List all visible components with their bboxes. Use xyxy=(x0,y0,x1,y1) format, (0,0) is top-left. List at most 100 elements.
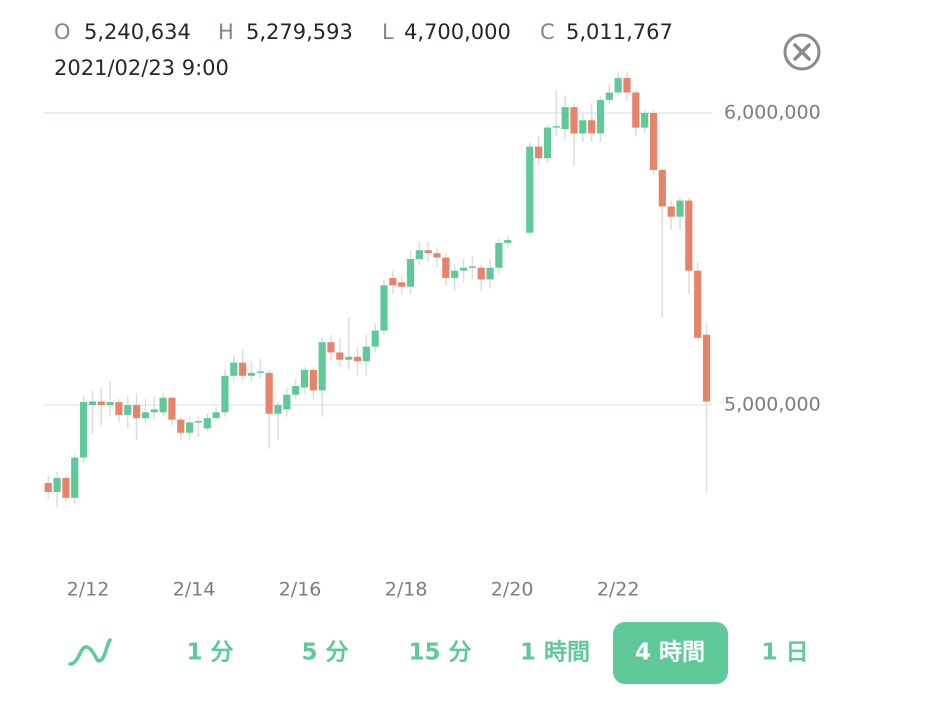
candle-body xyxy=(694,270,702,338)
candle-body xyxy=(168,397,176,420)
timeframe-button-selected[interactable] xyxy=(613,622,728,684)
candle-body xyxy=(71,457,79,498)
candle-body xyxy=(579,120,587,134)
candle-body xyxy=(124,405,132,415)
candle-body xyxy=(97,401,105,405)
candle-body xyxy=(318,342,326,391)
candle-body xyxy=(570,107,578,134)
candle-body xyxy=(526,146,534,233)
candle-body xyxy=(477,267,485,280)
candle-body xyxy=(451,270,459,278)
candle-body xyxy=(623,77,631,93)
x-tick-label: 2/16 xyxy=(279,579,322,601)
candle-body xyxy=(649,113,658,170)
timeframe-button[interactable]: 4 時間 xyxy=(635,640,705,666)
candle-body xyxy=(406,259,415,287)
candle-body xyxy=(676,200,684,217)
candle-body xyxy=(283,394,291,410)
x-tick-label: 2/18 xyxy=(385,579,428,601)
candle-body xyxy=(150,409,158,413)
candle-body xyxy=(486,267,494,280)
candle-body xyxy=(415,250,423,259)
open-label: O xyxy=(54,20,71,44)
close-circle xyxy=(783,33,821,71)
candle-body xyxy=(106,402,114,405)
candle-body xyxy=(596,99,605,134)
candle-body xyxy=(44,482,52,493)
candle-body xyxy=(292,386,300,395)
candle-body xyxy=(309,369,317,391)
x-tick-label: 2/12 xyxy=(67,579,110,601)
candle-body xyxy=(115,402,123,415)
candle-body xyxy=(459,267,468,271)
timeframe-button[interactable]: 1 日 xyxy=(761,640,808,666)
candle-body xyxy=(239,362,247,376)
candle-body xyxy=(398,282,406,287)
candle-body xyxy=(535,146,543,159)
x-tick-label: 2/14 xyxy=(173,579,216,601)
candle-body xyxy=(327,342,335,353)
x-tick-label: 2/20 xyxy=(491,579,534,601)
candle-body xyxy=(702,334,711,402)
open-value: 5,240,634 xyxy=(84,20,191,44)
candle-body xyxy=(53,478,61,493)
candle-body xyxy=(62,478,70,498)
low-value: 4,700,000 xyxy=(404,20,511,44)
candle-body xyxy=(186,422,194,433)
candle-body xyxy=(614,77,622,93)
candle-body xyxy=(561,107,569,130)
candle-body xyxy=(212,412,220,419)
low-label: L xyxy=(382,20,394,44)
timeframe-button[interactable]: 1 時間 xyxy=(520,640,590,666)
candle-body xyxy=(80,402,88,458)
y-tick-label: 5,000,000 xyxy=(724,394,821,416)
timeframe-button[interactable]: 1 分 xyxy=(186,640,233,666)
chart-mode-icon[interactable] xyxy=(68,638,112,666)
candle-body xyxy=(88,401,97,405)
candle-body xyxy=(230,362,238,376)
candle-body xyxy=(605,92,613,100)
candle-body xyxy=(194,421,203,423)
candle-body xyxy=(588,120,596,134)
timeframe-button[interactable]: 15 分 xyxy=(408,640,471,666)
high-value: 5,279,593 xyxy=(246,20,353,44)
candle-body xyxy=(247,372,256,376)
candle-body xyxy=(256,371,264,373)
candle-body xyxy=(552,126,560,128)
x-tick-label: 2/22 xyxy=(597,579,640,601)
candle-body xyxy=(274,405,282,414)
candle-body xyxy=(468,266,476,268)
candle-body xyxy=(685,200,693,271)
candle-body xyxy=(632,92,640,128)
candle-body xyxy=(380,285,388,331)
candle-body xyxy=(504,240,512,243)
candle-body xyxy=(300,369,309,388)
y-tick-label: 6,000,000 xyxy=(724,102,821,124)
candle-body xyxy=(345,356,353,360)
candle-body xyxy=(389,277,397,286)
candle-body xyxy=(543,127,552,159)
candle-body xyxy=(133,405,141,419)
candle-body xyxy=(641,113,649,128)
candle-body xyxy=(362,346,370,362)
candle-body xyxy=(495,242,503,268)
candle-body xyxy=(424,250,432,254)
candle-body xyxy=(159,397,167,413)
line-icon xyxy=(68,638,112,666)
candle-body xyxy=(203,418,211,429)
candle-body xyxy=(177,419,185,433)
candle-body xyxy=(658,169,666,207)
timeframe-button[interactable]: 5 分 xyxy=(301,640,348,666)
datetime: 2021/02/23 9:00 xyxy=(54,56,229,80)
candle-body xyxy=(265,372,273,414)
candle-body xyxy=(442,257,450,278)
candle-body xyxy=(667,206,675,217)
candle-body xyxy=(353,356,362,362)
close-button[interactable] xyxy=(783,33,821,71)
candle-body xyxy=(336,352,344,360)
high-label: H xyxy=(218,20,234,44)
candle-body xyxy=(433,253,441,258)
close-label: C xyxy=(540,20,555,44)
candle-body xyxy=(221,375,229,413)
